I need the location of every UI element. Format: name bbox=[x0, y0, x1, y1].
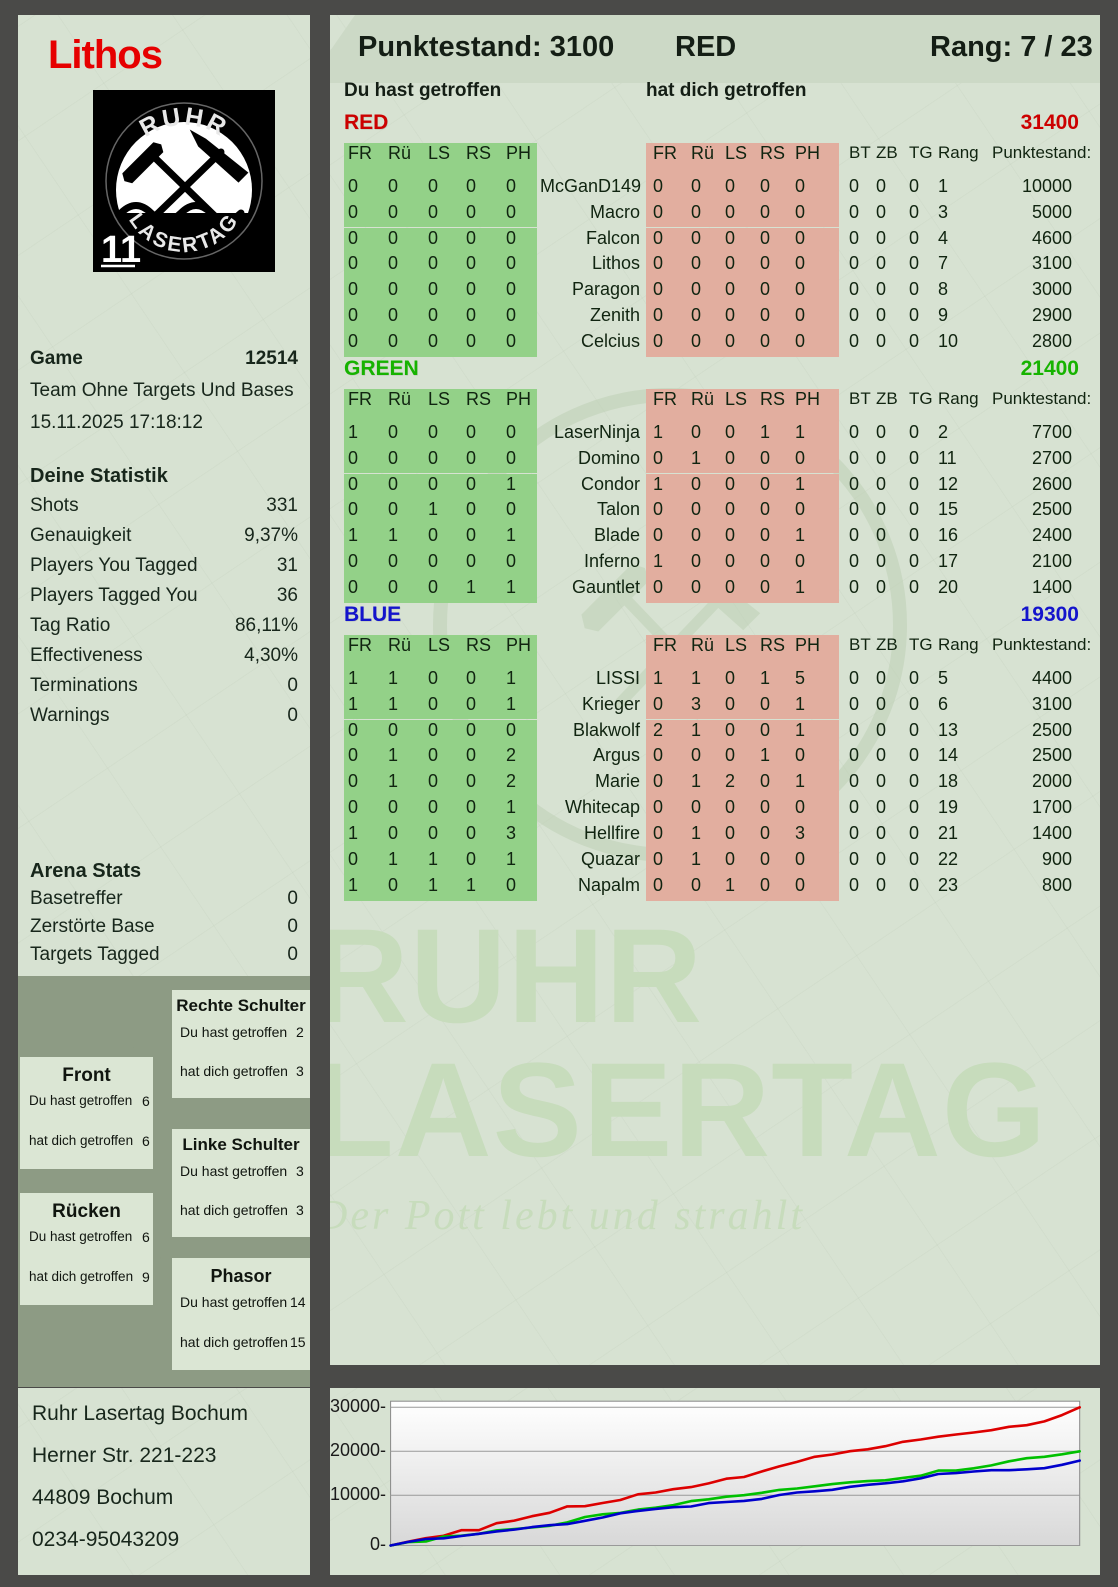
svg-text:0-: 0- bbox=[370, 1534, 386, 1554]
svg-text:11: 11 bbox=[101, 229, 141, 271]
svg-text:20000-: 20000- bbox=[330, 1440, 386, 1460]
svg-text:30000-: 30000- bbox=[330, 1396, 386, 1416]
svg-text:10000-: 10000- bbox=[330, 1484, 386, 1504]
svg-text:LASERTAG: LASERTAG bbox=[124, 209, 243, 258]
